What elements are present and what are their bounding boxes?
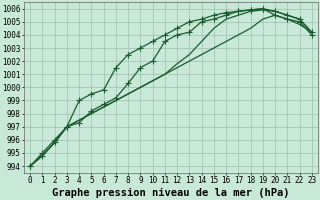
X-axis label: Graphe pression niveau de la mer (hPa): Graphe pression niveau de la mer (hPa) <box>52 188 290 198</box>
